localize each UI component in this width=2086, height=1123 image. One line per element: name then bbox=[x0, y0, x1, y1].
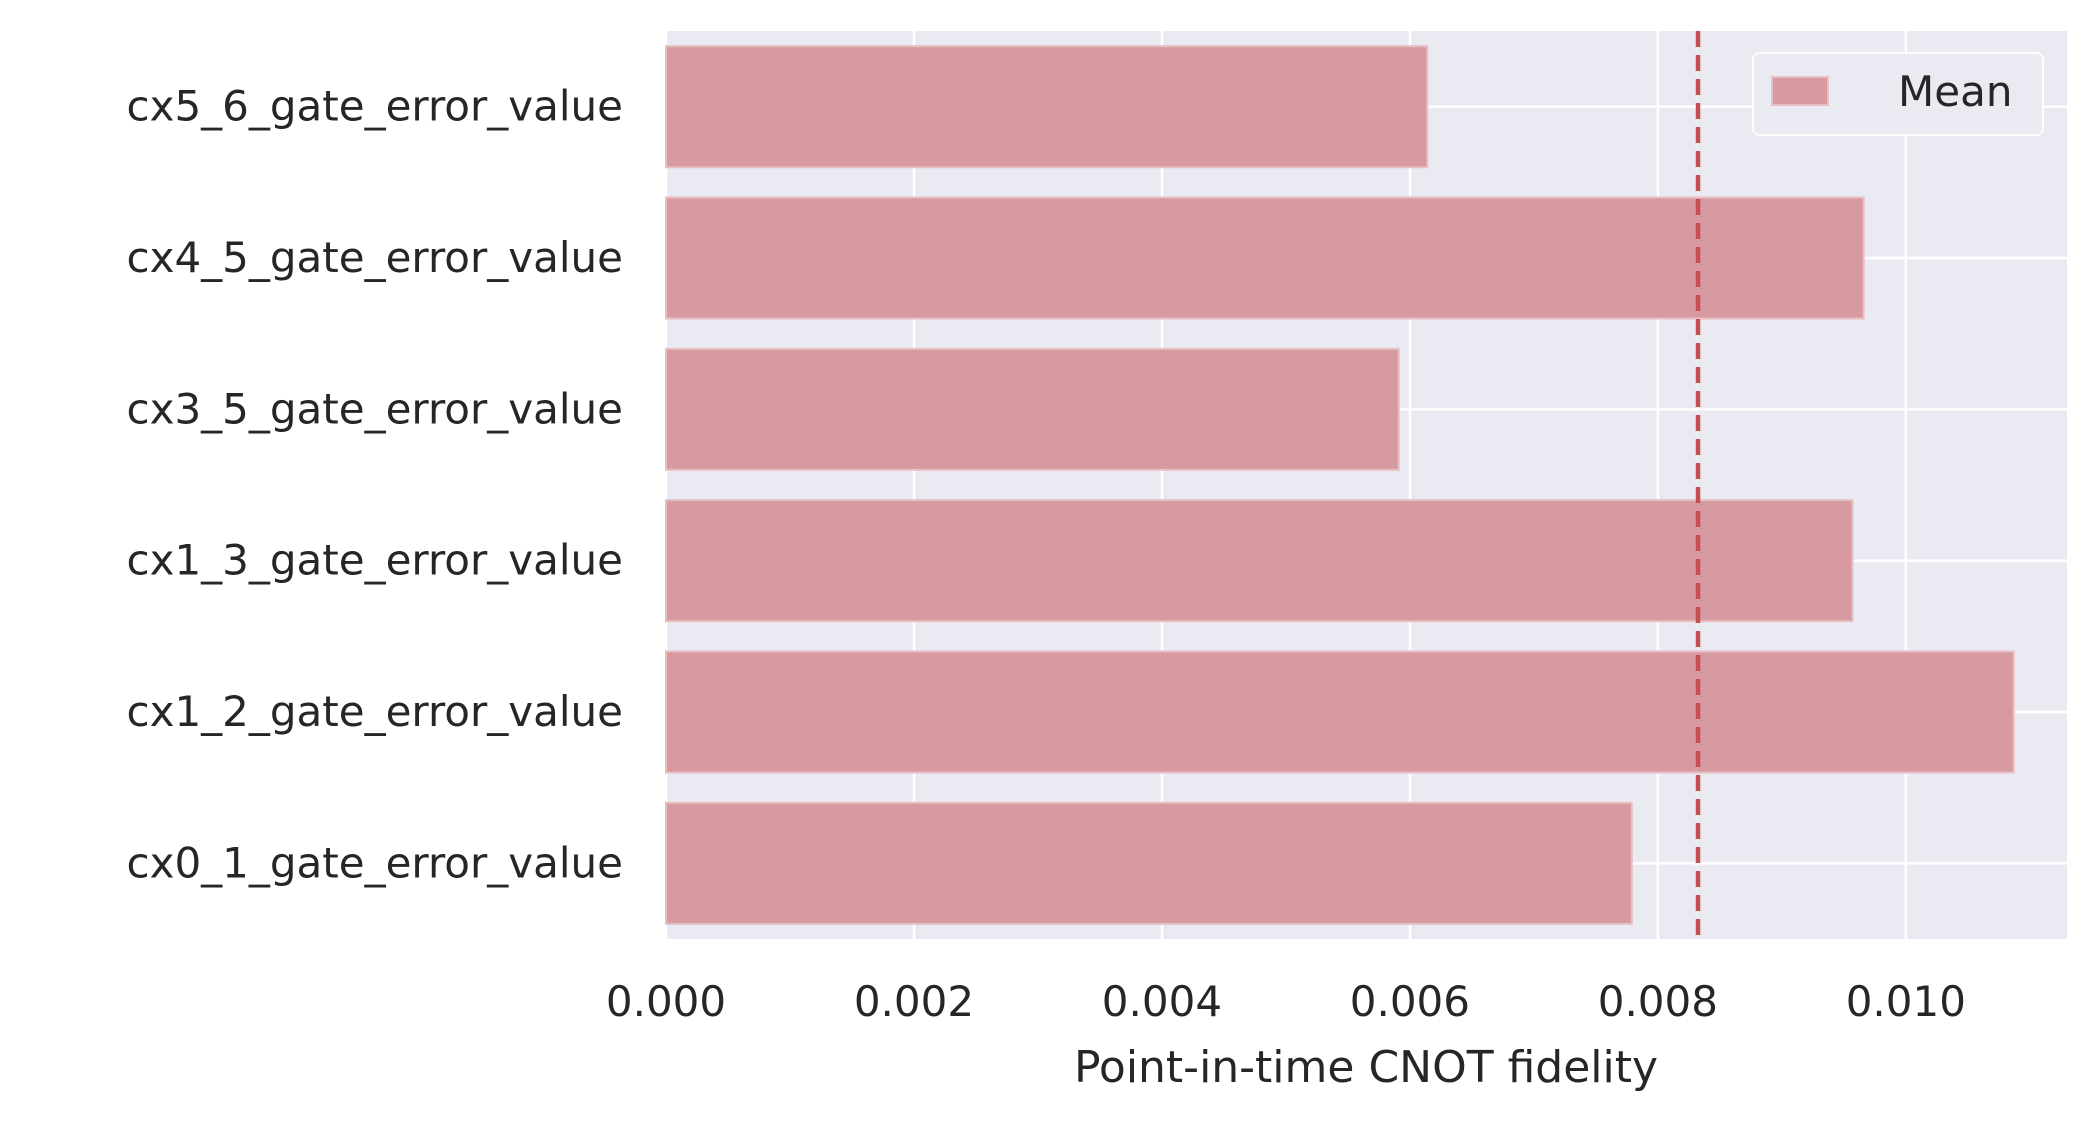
y-tick-label: cx1_2_gate_error_value bbox=[127, 687, 624, 736]
y-tick-labels: cx5_6_gate_error_value cx4_5_gate_error_v… bbox=[127, 82, 624, 888]
x-tick-label: 0.000 bbox=[606, 977, 726, 1026]
x-tick-label: 0.002 bbox=[854, 977, 974, 1026]
legend-swatch bbox=[1771, 76, 1829, 106]
bar-cx1_3_gate_error_value bbox=[665, 499, 1854, 623]
x-tick-label: 0.006 bbox=[1350, 977, 1470, 1026]
y-tick-label: cx3_5_gate_error_value bbox=[127, 384, 624, 433]
y-tick-label: cx4_5_gate_error_value bbox=[127, 233, 624, 282]
x-tick-labels: 0.000 0.002 0.004 0.006 0.008 0.010 bbox=[606, 977, 1966, 1026]
x-tick-label: 0.004 bbox=[1102, 977, 1222, 1026]
bar-cx0_1_gate_error_value bbox=[665, 801, 1633, 925]
x-axis-label: Point-in-time CNOT fidelity bbox=[1074, 1042, 1658, 1093]
legend: Mean bbox=[1752, 52, 2044, 136]
bar-cx3_5_gate_error_value bbox=[665, 347, 1400, 471]
bar-cx5_6_gate_error_value bbox=[665, 45, 1429, 169]
x-tick-label: 0.010 bbox=[1846, 977, 1966, 1026]
plot-area bbox=[666, 31, 2067, 939]
legend-label-mean: Mean bbox=[1898, 67, 2012, 116]
y-tick-label: cx1_3_gate_error_value bbox=[127, 536, 624, 585]
x-tick-label: 0.008 bbox=[1598, 977, 1718, 1026]
y-tick-label: cx0_1_gate_error_value bbox=[127, 838, 624, 887]
legend-box bbox=[1752, 52, 2044, 136]
bar-cx4_5_gate_error_value bbox=[665, 196, 1865, 320]
bar-cx1_2_gate_error_value bbox=[665, 650, 2015, 774]
y-tick-label: cx5_6_gate_error_value bbox=[127, 82, 624, 131]
bars bbox=[665, 45, 2015, 925]
